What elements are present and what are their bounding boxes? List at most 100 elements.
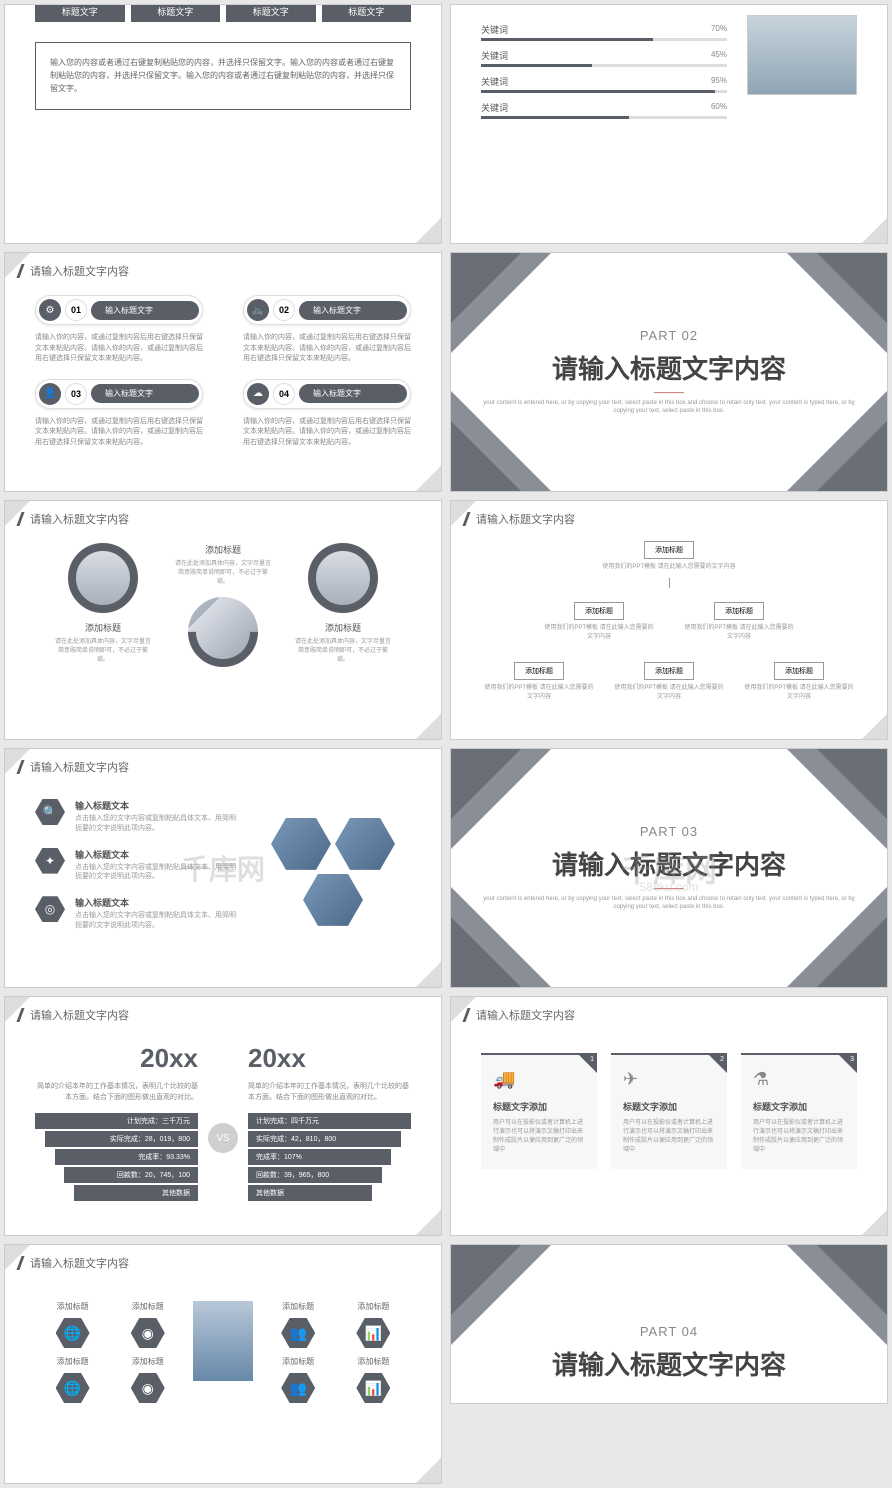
item-title: 添加标题: [38, 1301, 108, 1312]
stat-bar: 其他数据: [248, 1185, 372, 1201]
slide-3: 请输入标题文字内容 ⚙01输入标题文字请输入你的内容，或通过复制内容后用右键选择…: [4, 252, 442, 492]
slide-9: 请输入标题文字内容 20xx 简单的介绍本年的工作基本情况，表明几个比较的基本方…: [4, 996, 442, 1236]
slide-part-4: PART 04 请输入标题文字内容: [450, 1244, 888, 1404]
item-desc: 点击输入您的文字内容或复制粘贴具体文本、用简明扼要的文字说明此项内容。: [75, 911, 241, 931]
image-placeholder: [193, 1301, 253, 1381]
item-title: 输入标题文本: [75, 799, 241, 812]
item-desc: 请在此处添加具体内容，文字尽量言简意赅简单说明即可，不必过于繁琐。: [173, 560, 273, 587]
item-number: 01: [65, 299, 87, 321]
org-node: 添加标题: [774, 662, 824, 680]
list-item: ⚙01输入标题文字请输入你的内容，或通过复制内容后用右键选择只保留文本来粘贴内容…: [35, 295, 203, 365]
card-icon: ⚗: [753, 1069, 845, 1090]
item-icon: ⚙: [39, 299, 61, 321]
item-title: 输入标题文本: [75, 896, 241, 909]
item-icon: 🚲: [247, 299, 269, 321]
hex-image: [303, 874, 363, 926]
intro-text: 简单的介绍本年的工作基本情况，表明几个比较的基本方面。结合下面的图形做出直观的对…: [248, 1082, 411, 1103]
item-title: 添加标题: [173, 543, 273, 556]
slide-title: 请输入标题文字内容: [476, 1007, 575, 1023]
hex-item: 添加标题◉添加标题◉: [113, 1301, 183, 1411]
keyword-pct: 45%: [711, 50, 727, 59]
item-desc: 请输入你的内容，或通过复制内容后用右键选择只保留文本来粘贴内容。请输入你的内容，…: [35, 417, 203, 449]
list-item: ☁04输入标题文字请输入你的内容，或通过复制内容后用右键选择只保留文本来粘贴内容…: [243, 379, 411, 449]
keyword-row: 关键词95%: [481, 75, 727, 93]
item-title: 添加标题: [38, 1356, 108, 1367]
description-box: 输入您的内容或者通过右键复制粘贴您的内容，并选择只保留文字。输入您的内容或者通过…: [35, 42, 411, 110]
item-label: 输入标题文字: [91, 301, 199, 320]
part-title: 请输入标题文字内容: [473, 845, 865, 882]
info-card: 1🚚标题文字添加用户可以在投影仪或者计算机上进行演示也可以将演示文稿打印出来制作…: [481, 1053, 597, 1169]
slide-header: 请输入标题文字内容: [5, 997, 441, 1033]
hex-icon: ◉: [131, 1318, 165, 1348]
slide-title: 请输入标题文字内容: [30, 511, 129, 527]
stat-bar: 计划完成：四千万元: [248, 1113, 411, 1129]
slide-1: 标题文字 标题文字 标题文字 标题文字 输入您的内容或者通过右键复制粘贴您的内容…: [4, 4, 442, 244]
list-item: 🔍输入标题文本点击输入您的文字内容或复制粘贴具体文本、用简明扼要的文字说明此项内…: [35, 799, 241, 834]
slide-7: 请输入标题文字内容 🔍 输入标题文本点击输入您的文字内容或复制粘贴具体文本、用简明…: [4, 748, 442, 988]
slide-header: 请输入标题文字内容: [5, 253, 441, 289]
item-icon: ☁: [247, 383, 269, 405]
item-label: 输入标题文字: [299, 301, 407, 320]
slide-header: 请输入标题文字内容: [451, 501, 887, 537]
slide-title: 请输入标题文字内容: [30, 1007, 129, 1023]
slide-header: 请输入标题文字内容: [5, 749, 441, 785]
org-desc: 使用我们的PPT模板 请在此输入您需要的文字内容: [481, 561, 857, 570]
part-label: PART 04: [473, 1324, 865, 1339]
item-title: 添加标题: [263, 1356, 333, 1367]
corner-decoration: [416, 1210, 441, 1235]
item-title: 添加标题: [113, 1301, 183, 1312]
corner-decoration: [862, 218, 887, 243]
card-number: 1: [590, 1056, 594, 1063]
corner-decoration: [416, 962, 441, 987]
arrow-item: 标题文字: [131, 4, 221, 22]
org-node: 添加标题: [514, 662, 564, 680]
keyword-pct: 95%: [711, 76, 727, 85]
keyword-pct: 60%: [711, 102, 727, 111]
circle-image: [68, 543, 138, 613]
keyword-label: 关键词: [481, 75, 727, 88]
vs-badge: VS: [208, 1123, 238, 1153]
slide-header: 请输入标题文字内容: [5, 1245, 441, 1281]
hex-icon: 📊: [356, 1373, 390, 1403]
hex-icon: 📊: [356, 1318, 390, 1348]
info-card: 3⚗标题文字添加用户可以在投影仪或者计算机上进行演示也可以将演示文稿打印出来制作…: [741, 1053, 857, 1169]
card-title: 标题文字添加: [623, 1100, 715, 1113]
stat-bar: 计划完成：三千万元: [35, 1113, 198, 1129]
item-number: 04: [273, 383, 295, 405]
part-label: PART 02: [473, 328, 865, 343]
hex-icon: 🔍: [35, 799, 65, 825]
slide-title: 请输入标题文字内容: [30, 759, 129, 775]
info-card: 2✈标题文字添加用户可以在投影仪或者计算机上进行演示也可以将演示文稿打印出来制作…: [611, 1053, 727, 1169]
hex-image: [271, 818, 331, 870]
org-node: 添加标题: [714, 602, 764, 620]
arrow-item: 标题文字: [35, 4, 125, 22]
slide-title: 请输入标题文字内容: [30, 1255, 129, 1271]
stat-bar: 实际完成：28，019，800: [45, 1131, 198, 1147]
org-node: 添加标题: [574, 602, 624, 620]
part-title: 请输入标题文字内容: [473, 1345, 865, 1382]
keyword-row: 关键词60%: [481, 101, 727, 119]
part-subtitle: your content is entered here, or by copy…: [473, 399, 865, 416]
list-item: 🚲02输入标题文字请输入你的内容，或通过复制内容后用右键选择只保留文本来粘贴内容…: [243, 295, 411, 365]
stat-bar: 完成率：107%: [248, 1149, 391, 1165]
arrow-item: 标题文字: [322, 4, 412, 22]
year-label: 20xx: [248, 1043, 411, 1074]
list-item: 👤03输入标题文字请输入你的内容，或通过复制内容后用右键选择只保留文本来粘贴内容…: [35, 379, 203, 449]
keyword-section: 关键词70%关键词45%关键词95%关键词60%: [451, 5, 887, 137]
slide-header: 请输入标题文字内容: [451, 997, 887, 1033]
circle-image: [174, 583, 273, 682]
keyword-label: 关键词: [481, 49, 727, 62]
part-subtitle: your content is entered here, or by copy…: [473, 895, 865, 912]
card-icon: 🚚: [493, 1069, 585, 1090]
corner-decoration: [416, 714, 441, 739]
hex-icon: 🌐: [56, 1318, 90, 1348]
item-label: 输入标题文字: [91, 384, 199, 403]
circle-image: [308, 543, 378, 613]
card-desc: 用户可以在投影仪或者计算机上进行演示也可以将演示文稿打印出来制作成胶片以便应用到…: [493, 1119, 585, 1155]
org-node: 添加标题: [644, 541, 694, 559]
corner-decoration: [416, 466, 441, 491]
corner-decoration: [416, 218, 441, 243]
slide-part-2: PART 02 请输入标题文字内容 your content is entere…: [450, 252, 888, 492]
item-title: 输入标题文本: [75, 848, 241, 861]
slide-2: 关键词70%关键词45%关键词95%关键词60%: [450, 4, 888, 244]
